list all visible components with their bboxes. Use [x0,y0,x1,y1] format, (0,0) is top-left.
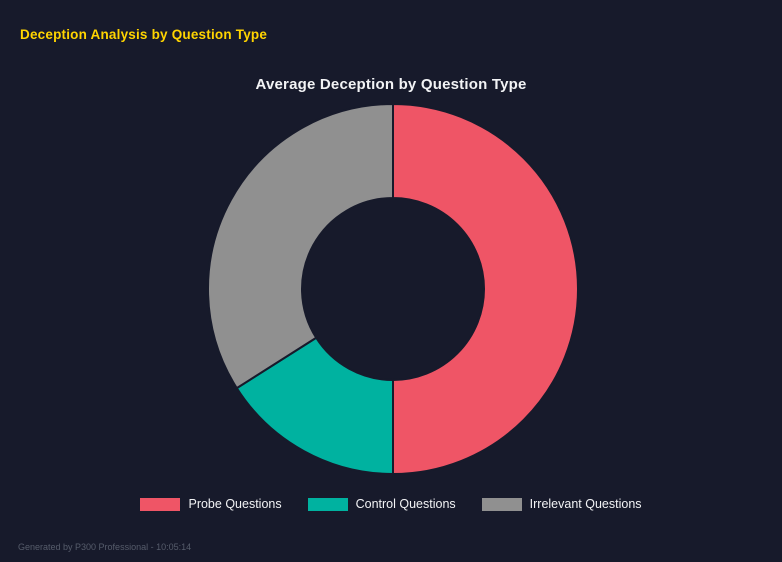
donut-chart [207,102,579,476]
legend-item-control-questions[interactable]: Control Questions [307,497,456,511]
donut-segment-probe-questions[interactable] [392,102,579,476]
legend-item-irrelevant-questions[interactable]: Irrelevant Questions [481,497,642,511]
chart-title: Average Deception by Question Type [255,76,527,93]
legend-item-probe-questions[interactable]: Probe Questions [140,497,282,511]
legend-swatch-control-questions [307,497,348,511]
legend-label-probe-questions: Probe Questions [188,497,282,511]
footer-text: Generated by P300 Professional - 10:05:1… [18,542,192,552]
page-title: Deception Analysis by Question Type [20,27,268,42]
donut-segment-control-questions[interactable] [235,336,394,476]
legend-label-control-questions: Control Questions [355,497,456,511]
donut-segment-irrelevant-questions[interactable] [207,102,394,390]
legend-swatch-irrelevant-questions [481,497,522,511]
legend-swatch-probe-questions [140,497,181,511]
chart-legend: Probe Questions Control Questions Irreleva… [0,497,782,511]
legend-label-irrelevant-questions: Irrelevant Questions [529,497,642,511]
